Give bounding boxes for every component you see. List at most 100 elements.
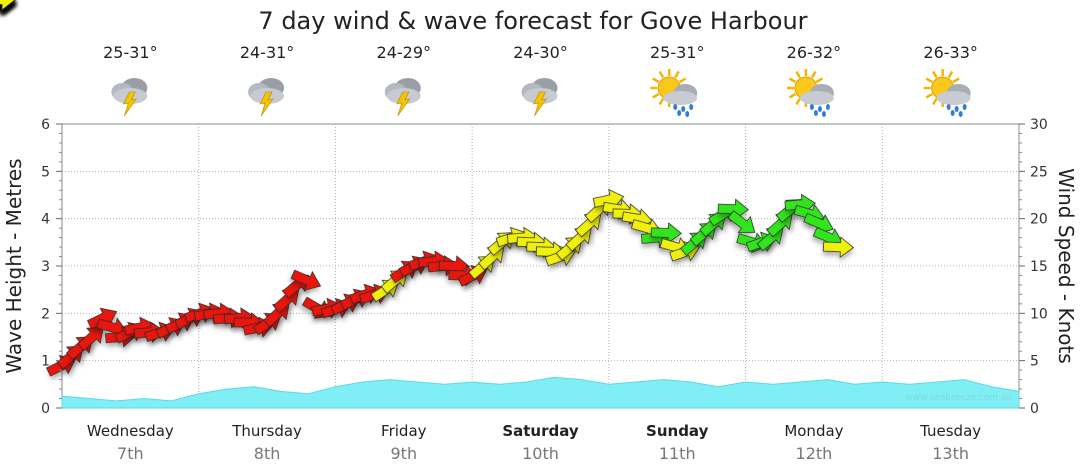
- rain-drop: [825, 104, 830, 110]
- day-date: 7th: [117, 444, 144, 463]
- rain-drop: [962, 104, 967, 110]
- rain-drop: [681, 106, 686, 112]
- sun-ray: [795, 97, 802, 106]
- sun-ray: [652, 77, 660, 84]
- right-tick-label: 30: [1030, 117, 1048, 133]
- storm-cloud-icon: [384, 78, 421, 117]
- sun-ray: [652, 92, 660, 99]
- day-temperature: 26-33°: [923, 43, 978, 62]
- right-tick-label: 25: [1030, 164, 1048, 180]
- right-tick-label: 15: [1030, 259, 1048, 275]
- right-tick-label: 5: [1030, 354, 1039, 370]
- storm-cloud-icon: [521, 78, 558, 117]
- lightning-bolt: [396, 91, 411, 117]
- rain-drop: [813, 110, 818, 116]
- right-tick-label: 10: [1030, 306, 1048, 322]
- rain-drop: [821, 111, 826, 117]
- day-footers: Wednesday 7th Thursday 8th Friday 9th Saturday…: [87, 422, 981, 463]
- day-temperature: 26-32°: [787, 43, 842, 62]
- left-axis-label: Wave Height - Metres: [2, 158, 26, 373]
- left-tick-label: 2: [41, 306, 50, 322]
- wind-arrow: [0, 0, 16, 11]
- wind-arrows: [0, 0, 855, 377]
- wind-arrow: [650, 222, 682, 244]
- day-name: Tuesday: [919, 422, 981, 440]
- lightning-bolt: [259, 91, 274, 117]
- day-temperature: 24-29°: [377, 43, 432, 62]
- plot-area: www.seabreeze.com.au: [0, 0, 1020, 409]
- left-tick-label: 0: [41, 401, 50, 417]
- sun-ray: [815, 77, 824, 84]
- day-name: Monday: [784, 422, 843, 440]
- day-headers: 25-31° 24-31° 24-29° 24-30° 25-31° 26-32° 26-3…: [103, 43, 978, 117]
- sun-ray: [658, 70, 665, 79]
- sun-shower-icon: [650, 69, 698, 117]
- day-date: 9th: [390, 444, 417, 463]
- sun-ray: [932, 97, 938, 106]
- sun-ray: [925, 77, 933, 84]
- left-tick-label: 6: [41, 117, 50, 133]
- rain-drop: [954, 106, 959, 112]
- lightning-bolt: [122, 91, 138, 117]
- sun-ray: [658, 97, 665, 106]
- sun-ray: [795, 70, 802, 79]
- rain-drop: [958, 111, 963, 117]
- wind-arrow: [822, 236, 855, 258]
- rain-drop: [817, 106, 822, 112]
- rain-drop: [673, 104, 678, 110]
- left-tick-label: 4: [41, 212, 50, 228]
- storm-cloud-icon: [248, 78, 285, 117]
- rain-drop: [946, 104, 951, 110]
- cloud-puff: [799, 91, 834, 105]
- watermark: www.seabreeze.com.au: [905, 393, 1012, 403]
- right-tick-label: 20: [1030, 212, 1048, 228]
- cloud-puff: [663, 91, 698, 105]
- sun-ray: [810, 70, 817, 79]
- sun-ray: [925, 92, 933, 99]
- wind-arrow: [77, 326, 104, 351]
- wind-arrow: [727, 210, 756, 233]
- sun-ray: [952, 77, 960, 84]
- wind-arrow: [290, 269, 322, 291]
- right-axis-label: Wind Speed - Knots: [1054, 168, 1078, 364]
- day-temperature: 25-31°: [650, 43, 705, 62]
- storm-cloud-icon: [111, 78, 148, 117]
- left-axis: 0 1 2 3 4 5 6: [41, 117, 62, 417]
- day-date: 10th: [522, 444, 559, 463]
- day-date: 11th: [659, 444, 696, 463]
- wind-arrow: [717, 198, 749, 221]
- lightning-bolt: [532, 91, 548, 117]
- rain-drop: [950, 110, 955, 116]
- left-tick-label: 3: [41, 259, 50, 275]
- sun-ray: [788, 77, 797, 84]
- day-name: Sunday: [646, 422, 709, 440]
- day-name: Thursday: [231, 422, 302, 440]
- sun-ray: [788, 92, 797, 99]
- sun-shower-icon: [786, 69, 834, 117]
- wave-height-area: [61, 376, 1020, 409]
- day-temperature: 24-31°: [240, 43, 295, 62]
- sun-ray: [947, 70, 954, 79]
- sun-shower-icon: [923, 69, 971, 117]
- day-temperature: 25-31°: [103, 43, 158, 62]
- day-date: 13th: [932, 444, 969, 463]
- left-tick-label: 5: [41, 164, 50, 180]
- day-name: Wednesday: [87, 422, 174, 440]
- chart-title: 7 day wind & wave forecast for Gove Harb…: [258, 7, 807, 35]
- day-temperature: 24-30°: [513, 43, 568, 62]
- rain-drop: [685, 111, 690, 117]
- day-name: Saturday: [502, 422, 579, 440]
- sun-ray: [674, 70, 680, 79]
- day-date: 8th: [254, 444, 281, 463]
- day-date: 12th: [796, 444, 833, 463]
- rain-drop: [689, 104, 694, 110]
- day-name: Friday: [381, 422, 427, 440]
- sun-ray: [932, 70, 938, 79]
- cloud-puff: [936, 91, 971, 105]
- rain-drop: [677, 110, 682, 116]
- sun-ray: [678, 77, 687, 84]
- left-tick-label: 1: [41, 354, 50, 370]
- right-axis: 0 5 10 15 20 25 30: [1019, 117, 1048, 417]
- right-tick-label: 0: [1030, 401, 1039, 417]
